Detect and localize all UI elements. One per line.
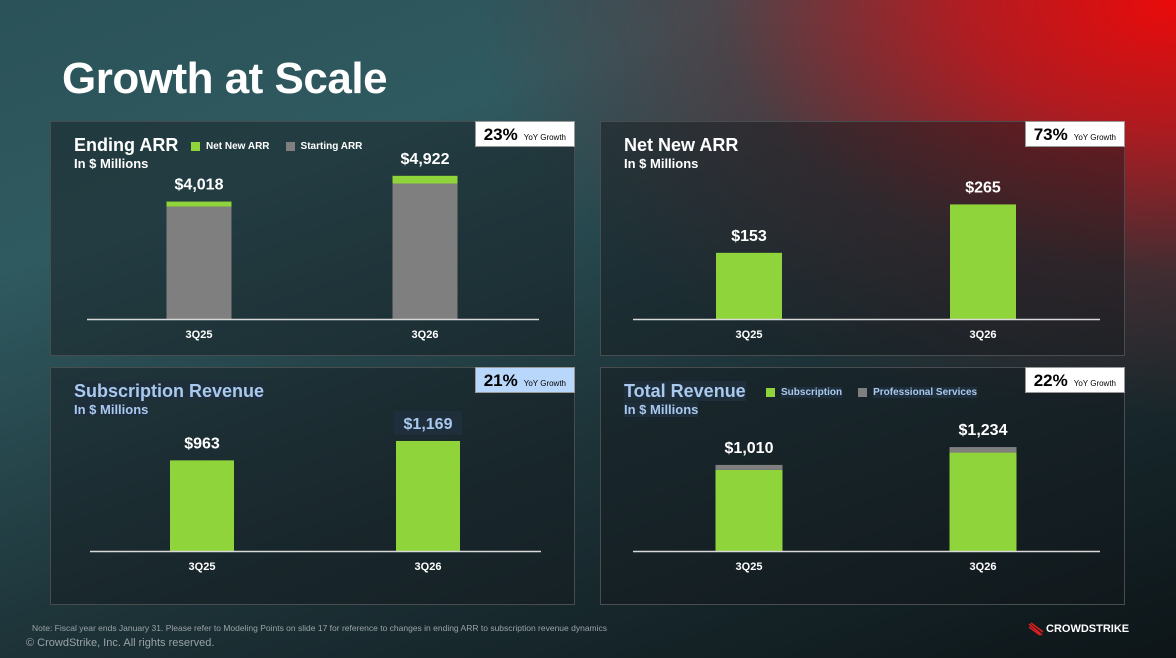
bar-subscription [715,469,783,551]
logo-text: CROWDSTRIKE [1046,623,1130,635]
bar-net-new-arr [166,201,232,207]
yoy-badge: 73% YoY Growth [1024,121,1125,147]
panel-subtitle: In $ Millions [624,156,699,171]
legend-label: Professional Services [873,387,978,398]
bar-net-new-arr [716,252,782,319]
x-tick-label: 3Q25 [736,561,763,573]
legend-swatch-starting [285,142,295,151]
yoy-badge: 21% YoY Growth [474,367,575,393]
yoy-label: YoY Growth [1073,379,1116,388]
legend-label: Starting ARR [300,141,363,152]
net-new-arr-panel: $153 3Q25 $265 3Q26 Net New ARR In $ Millio… [600,121,1125,356]
yoy-value: 23% [483,125,518,144]
panel-title: Ending ARR [74,135,179,155]
legend-label: Subscription [781,387,843,398]
bar-net-new-arr [392,175,458,184]
yoy-badge: 23% YoY Growth [474,121,575,147]
chart-svg: $4,018 3Q25 $4,922 3Q26 [87,151,539,341]
bar-starting-arr [166,206,232,319]
bar-subscription [170,460,234,551]
data-label: $963 [184,435,220,452]
bar-subscription [396,440,460,551]
x-tick-label: 3Q26 [970,329,997,341]
data-label: $1,169 [404,416,453,433]
yoy-label: YoY Growth [523,379,566,388]
bar-professional-services [949,447,1017,453]
chart-svg: $1,010 3Q25 $1,234 3Q26 [633,422,1100,573]
chart-svg: $153 3Q25 $265 3Q26 [633,179,1100,341]
x-tick-label: 3Q25 [189,561,216,573]
slide-title: Growth at Scale [62,54,388,103]
data-label: $1,010 [725,440,774,457]
legend-swatch-subscription [766,388,775,397]
panel-subtitle: In $ Millions [74,156,149,171]
data-label: $265 [965,179,1001,196]
ending-arr-panel: $4,018 3Q25 $4,922 3Q26 Ending ARR In $ Mil… [50,121,575,356]
yoy-label: YoY Growth [1073,133,1116,142]
data-label: $153 [731,228,767,245]
data-label: $4,922 [401,151,450,168]
panel-title: Subscription Revenue [74,381,265,401]
yoy-value: 73% [1033,125,1068,144]
chart-svg: $963 3Q25 $1,169 3Q26 [90,410,541,573]
selection-highlight [394,410,462,435]
bar-starting-arr [392,183,458,319]
copyright: © CrowdStrike, Inc. All rights reserved. [26,637,215,649]
panel-title: Net New ARR [624,135,739,155]
yoy-value: 21% [483,371,518,390]
bar-subscription [949,452,1017,551]
data-label: $1,234 [959,422,1008,439]
bar-net-new-arr [950,204,1016,319]
x-tick-label: 3Q26 [970,561,997,573]
x-tick-label: 3Q25 [736,329,763,341]
total-revenue-panel: $1,010 3Q25 $1,234 3Q26 Total Revenue In $ … [600,367,1125,605]
subscription-revenue-panel: $963 3Q25 $1,169 3Q26 Subscription Revenue … [50,367,575,605]
yoy-badge: 22% YoY Growth [1024,367,1125,393]
yoy-label: YoY Growth [523,133,566,142]
legend: Subscription Professional Services [766,387,978,398]
x-tick-label: 3Q26 [415,561,442,573]
data-label: $4,018 [175,177,224,194]
crowdstrike-logo: CROWDSTRIKE [1028,622,1129,636]
footnote: Note: Fiscal year ends January 31. Pleas… [32,623,608,633]
yoy-value: 22% [1033,371,1068,390]
legend-swatch-net-new [191,142,200,151]
panel-title: Total Revenue [624,381,746,401]
x-tick-label: 3Q26 [412,329,439,341]
x-tick-label: 3Q25 [186,329,213,341]
falcon-claw-icon [1028,622,1044,636]
legend: Net New ARR Starting ARR [191,141,362,152]
legend-swatch-services [858,388,868,397]
legend-label: Net New ARR [206,141,270,152]
panel-subtitle: In $ Millions [624,402,699,417]
panel-subtitle: In $ Millions [74,402,149,417]
bar-professional-services [715,464,783,470]
